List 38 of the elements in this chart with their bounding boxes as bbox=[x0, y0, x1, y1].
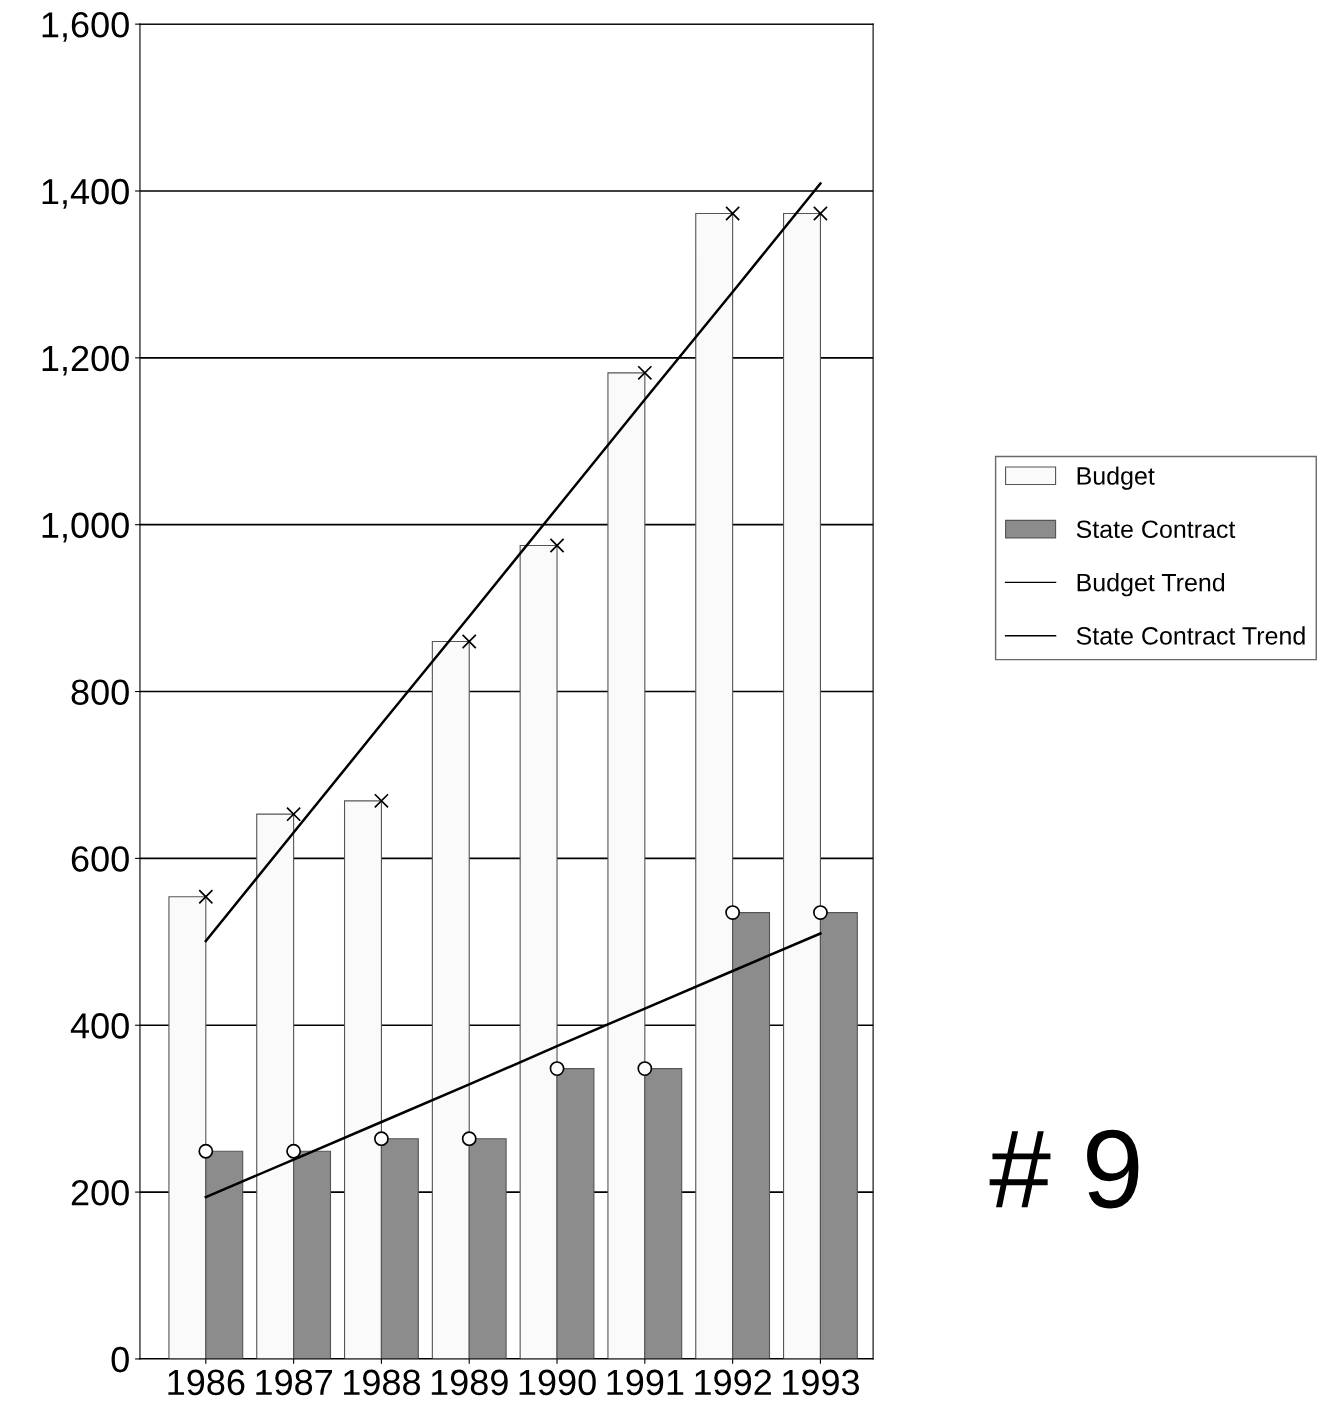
point bbox=[461, 1131, 477, 1147]
point bbox=[198, 889, 214, 905]
legend-label: Budget bbox=[1077, 466, 1155, 490]
y-tick-label: 200 bbox=[71, 1179, 129, 1206]
x-tick-label: 1992 bbox=[695, 1369, 771, 1396]
y-tick-label: 0 bbox=[111, 1346, 129, 1373]
legend-label: State Contract bbox=[1076, 520, 1236, 539]
y-tick-label: 1,000 bbox=[42, 512, 129, 543]
legend-label: State Contract Trend bbox=[1076, 626, 1305, 645]
legend-label: Budget Trend bbox=[1077, 573, 1225, 597]
point bbox=[286, 1143, 302, 1159]
y-tick-label: 1,600 bbox=[42, 12, 129, 42]
y-tick-label: 1,200 bbox=[42, 345, 129, 376]
point bbox=[549, 1061, 565, 1077]
y-tick-label: 400 bbox=[70, 1013, 129, 1039]
point bbox=[725, 206, 741, 221]
point bbox=[637, 1061, 653, 1077]
x-tick-label: 1990 bbox=[519, 1369, 596, 1396]
y-tick-label: 1,400 bbox=[42, 178, 129, 209]
point bbox=[198, 1143, 214, 1159]
x-tick-label: 1988 bbox=[344, 1369, 421, 1396]
point bbox=[461, 634, 477, 649]
x-tick-label: 1986 bbox=[168, 1369, 245, 1396]
y-tick-label: 600 bbox=[71, 846, 129, 872]
x-tick-label: 1989 bbox=[431, 1369, 508, 1396]
text: # 9 bbox=[989, 1129, 1139, 1209]
point bbox=[637, 365, 653, 381]
point bbox=[725, 905, 741, 921]
point bbox=[286, 806, 302, 822]
point bbox=[549, 538, 565, 553]
x-tick-label: 1991 bbox=[607, 1369, 684, 1396]
point bbox=[373, 793, 389, 809]
point bbox=[813, 206, 828, 221]
point bbox=[813, 905, 828, 921]
point bbox=[373, 1131, 389, 1147]
x-tick-label: 1987 bbox=[256, 1369, 332, 1396]
x-tick-label: 1993 bbox=[783, 1369, 860, 1396]
y-tick-label: 800 bbox=[71, 679, 129, 705]
